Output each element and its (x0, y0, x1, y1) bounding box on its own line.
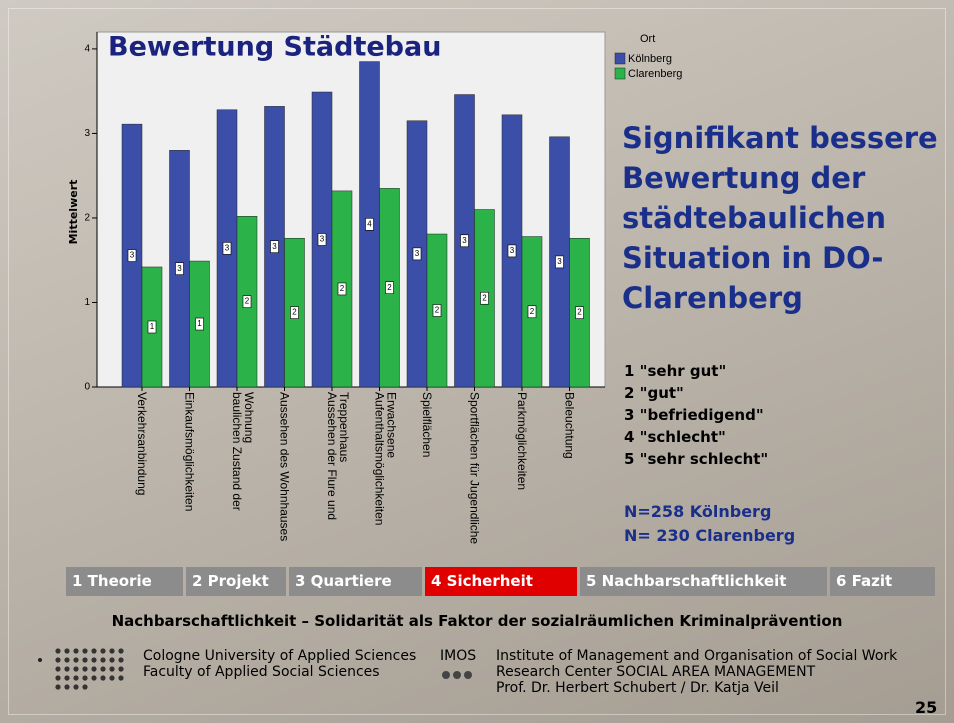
x-tick-label: Verkehrsanbindung (135, 392, 149, 496)
nav-tab[interactable]: 4 Sicherheit (425, 567, 577, 596)
value-label-box (337, 282, 347, 296)
value-label-box (127, 249, 137, 262)
subtitle: Nachbarschaftlichkeit – Solidarität als … (111, 612, 843, 630)
text-line: Signifikant bessere (622, 121, 938, 155)
text-line: Faculty of Applied Social Sciences (143, 664, 380, 680)
text-line: Bewertung der (622, 161, 866, 195)
text-line: 2 "gut" (624, 384, 684, 402)
value-label: 3 (225, 243, 230, 252)
value-label: 3 (320, 235, 325, 244)
value-label: 3 (415, 249, 420, 258)
value-label: 3 (557, 257, 562, 266)
value-label: 1 (150, 322, 155, 331)
value-label-box (385, 281, 394, 294)
legend-label: Kölnberg (628, 53, 672, 65)
scale-list: 1 "sehr gut" 2 "gut" 3 "befriedigend" 4 "sc… (624, 360, 768, 470)
text-line: 1 "sehr gut" (624, 362, 727, 380)
headline: Signifikant bessere Bewertung der städteba… (622, 118, 938, 318)
x-tick-label: Sportflächen für Jugendliche (467, 392, 482, 545)
value-label-box (412, 247, 422, 261)
y-axis-label: Mittelwert (67, 180, 80, 245)
value-label: 2 (530, 307, 535, 316)
nav-tab[interactable]: 6 Fazit (830, 567, 935, 596)
x-tick-label: Einkaufsmöglichkeiten (182, 392, 197, 512)
x-tick-label: Beleuchtung (562, 392, 577, 459)
value-label-box (575, 306, 584, 319)
y-tick-label: 2 (84, 213, 90, 224)
nav-tab[interactable]: 5 Nachbarschaftlichkeit (580, 567, 827, 596)
legend-label: Clarenberg (628, 68, 682, 80)
text-line: Clarenberg (622, 281, 803, 315)
value-label: 2 (482, 293, 487, 302)
legend-swatch (614, 67, 626, 80)
value-label-box (432, 304, 442, 317)
value-label-box (527, 305, 537, 319)
value-label: 3 (462, 236, 467, 245)
value-label-box (147, 320, 157, 334)
value-label-box (270, 240, 279, 253)
x-tick-label: baulichen Zustand der Wohnung (230, 392, 256, 511)
y-tick-label: 1 (84, 297, 90, 308)
value-label: 1 (197, 319, 202, 328)
value-label-box (555, 255, 564, 269)
footer-left: Cologne University of Applied Sciences Fa… (143, 648, 416, 680)
nav-tab[interactable]: 3 Quartiere (289, 567, 422, 596)
value-label-box (460, 234, 469, 248)
text-line: städtebaulichen (622, 201, 886, 235)
value-label-box (290, 306, 299, 319)
value-label: 2 (340, 284, 345, 293)
value-label: 2 (577, 308, 582, 317)
text-line: 5 "sehr schlecht" (624, 450, 769, 468)
nav-tab[interactable]: 1 Theorie (66, 567, 183, 596)
text-line: 3 "befriedigend" (624, 406, 764, 424)
footer-right: Institute of Management and Organisation… (496, 648, 897, 696)
value-label: 2 (245, 297, 250, 306)
value-label-box (317, 233, 327, 246)
value-label-box (222, 242, 232, 255)
value-label: 3 (130, 251, 135, 260)
text-line: Cologne University of Applied Sciences (143, 648, 417, 664)
nav-tab[interactable]: 2 Projekt (186, 567, 286, 596)
value-label-box (242, 295, 252, 308)
value-label-box (507, 244, 517, 258)
value-label: 2 (387, 283, 392, 292)
text-line: Prof. Dr. Herbert Schubert / Dr. Katja V… (496, 680, 779, 696)
value-label: 2 (435, 306, 440, 315)
value-label-box (365, 217, 374, 231)
text-line: Research Center SOCIAL AREA MANAGEMENT (496, 664, 816, 680)
y-tick-label: 0 (84, 382, 90, 393)
legend-swatch (614, 52, 626, 65)
text-line: N=258 Kölnberg (624, 502, 772, 521)
value-label-box (175, 262, 184, 275)
value-label-box (480, 291, 489, 305)
text-line: 4 "schlecht" (624, 428, 726, 446)
value-label: 2 (292, 308, 297, 317)
y-tick-label: 3 (84, 128, 90, 139)
value-label: 3 (272, 242, 277, 251)
sample-size: N=258 Kölnberg N= 230 Clarenberg (624, 500, 795, 548)
x-tick-label: Spielflächen (420, 392, 434, 458)
x-tick-label: Aufenthaltsmöglichkeiten Erwachsene (372, 392, 399, 526)
value-label: 3 (510, 246, 515, 255)
legend-title: Ort (640, 33, 655, 45)
text-line: N= 230 Clarenberg (624, 526, 796, 545)
x-tick-label: Aussehen der Flure und Treppenhaus (325, 392, 351, 521)
text-line: Institute of Management and Organisation… (496, 648, 898, 664)
value-label-box (195, 317, 204, 331)
value-label: 3 (177, 264, 182, 273)
x-tick-label: Aussehen des Wohnhauses (277, 392, 292, 542)
page-number: 25 (915, 698, 938, 717)
x-tick-label: Parkmöglichkeiten (515, 392, 529, 491)
y-tick-label: 4 (84, 44, 90, 55)
footer-imos: IMOS (440, 648, 477, 664)
chart-title: Bewertung Städtebau (108, 32, 441, 63)
text-line: Situation in DO- (622, 241, 884, 275)
value-label: 4 (367, 219, 372, 228)
